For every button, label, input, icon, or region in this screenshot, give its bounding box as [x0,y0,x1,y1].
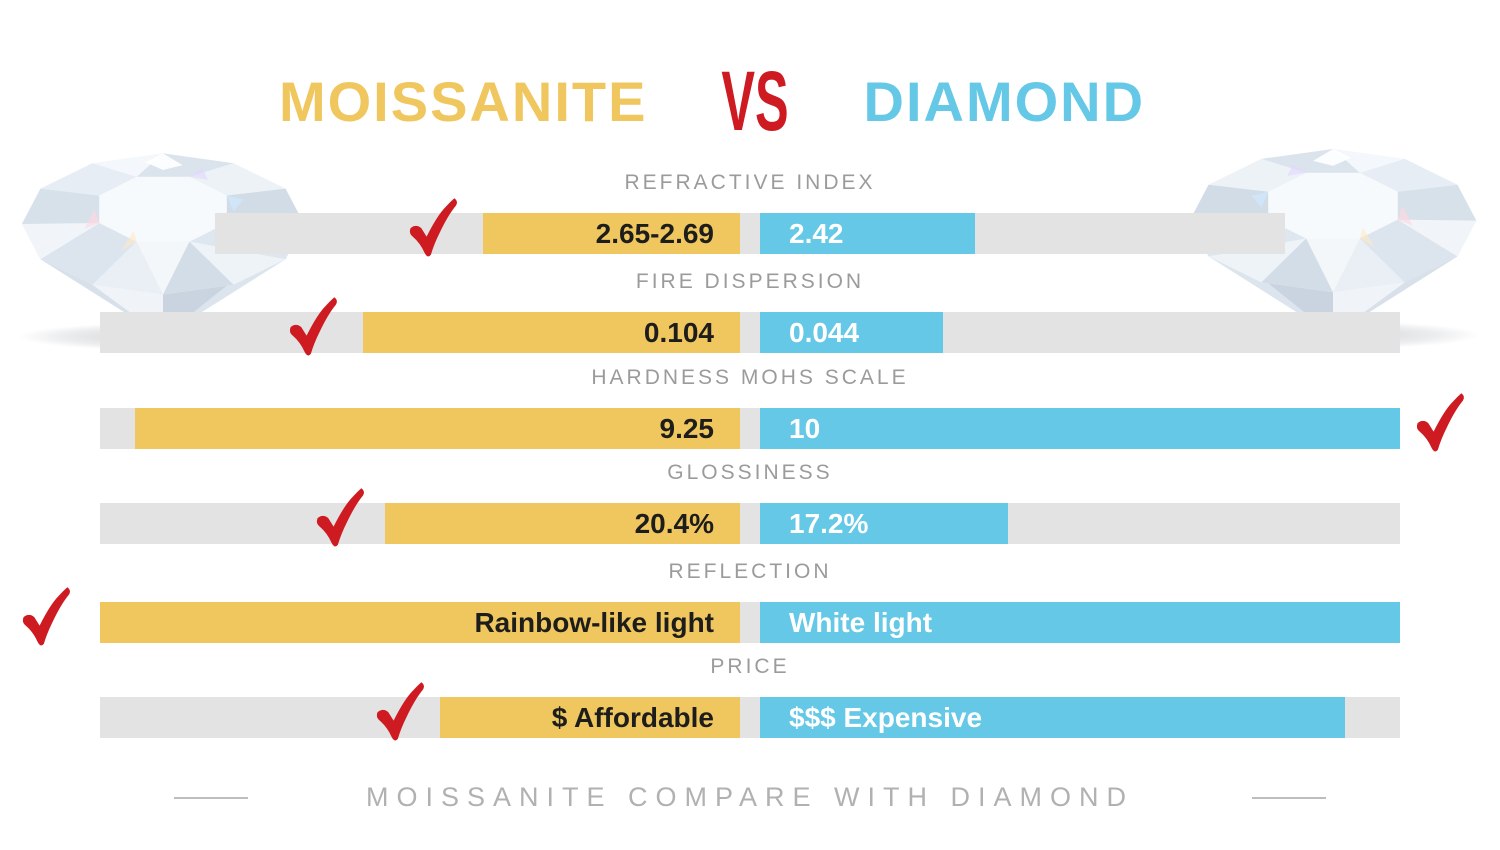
moissanite-value: 2.65-2.69 [595,217,714,249]
row-label: REFRACTIVE INDEX [624,171,876,194]
diamond-value: $$$ Expensive [789,701,983,733]
bar-track [215,213,1285,254]
moissanite-value: $ Affordable [551,701,714,733]
winner-check-icon [289,297,337,356]
moissanite-bar: 20.4% [385,503,740,544]
moissanite-value: Rainbow-like light [474,606,714,638]
diamond-bar: 2.42 [760,213,975,254]
diamond-value: 2.42 [789,217,844,249]
moissanite-bar: 0.104 [363,312,740,353]
bar-track [100,503,1400,544]
winner-check-icon [376,682,424,741]
footer: MOISSANITE COMPARE WITH DIAMOND [0,782,1500,813]
winner-check-icon [409,198,457,257]
row-label: GLOSSINESS [667,461,833,484]
footer-caption: MOISSANITE COMPARE WITH DIAMOND [365,782,1134,812]
moissanite-bar: Rainbow-like light [100,602,740,643]
row-label: HARDNESS MOHS SCALE [591,366,909,389]
moissanite-value: 20.4% [634,507,714,539]
diamond-value: 17.2% [789,507,869,539]
footer-right-line [1252,796,1326,799]
row-label: FIRE DISPERSION [635,270,865,293]
footer-left-line [173,796,248,799]
row-label: REFLECTION [668,560,832,583]
diamond-value: 10 [789,412,821,444]
winner-check-icon [316,488,364,547]
diamond-bar: 10 [760,408,1400,449]
moissanite-value: 0.104 [643,316,714,348]
winner-check-icon [1416,393,1464,452]
diamond-bar: 17.2% [760,503,1008,544]
diamond-bar: White light [760,602,1400,643]
moissanite-value: 9.25 [659,412,715,444]
moissanite-bar: 9.25 [135,408,740,449]
row-label: PRICE [710,655,790,678]
diamond-bar: $$$ Expensive [760,697,1345,738]
diamond-value: 0.044 [789,316,860,348]
page-title: MOISSANITE VS DIAMOND [0,54,1424,149]
title-moissanite: MOISSANITE [278,70,648,133]
moissanite-bar: $ Affordable [440,697,740,738]
winner-check-icon [22,587,70,646]
diamond-bar: 0.044 [760,312,943,353]
title-diamond: DIAMOND [863,70,1146,133]
title-vs: VS [721,54,790,149]
diamond-value: White light [789,606,933,638]
moissanite-bar: 2.65-2.69 [483,213,740,254]
